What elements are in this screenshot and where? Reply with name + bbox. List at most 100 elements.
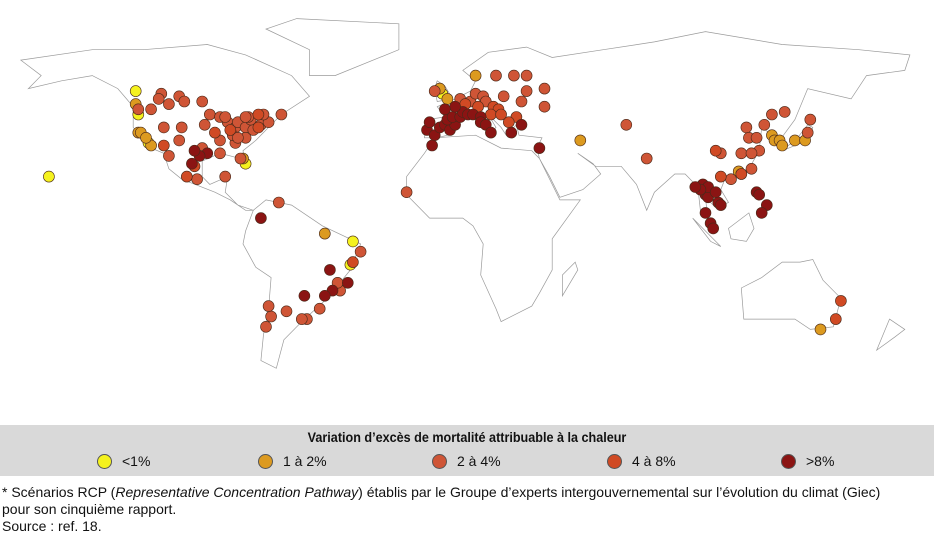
landmass-madagascar [562,261,579,298]
legend-swatch [97,453,112,469]
city-marker [275,108,288,121]
landmass-australia [740,259,842,330]
city-marker [789,134,801,147]
city-marker [520,69,533,82]
city-marker [814,323,827,336]
note-text: * Scénarios RCP ( [2,484,116,500]
city-marker [735,168,748,180]
legend-item-4-8: 4 à 8% [607,453,676,469]
city-marker [158,139,170,152]
city-marker [272,196,285,209]
landmass-sumatra [692,217,722,247]
city-marker [214,147,226,160]
city-marker [533,142,546,154]
city-marker [132,103,145,116]
city-marker [490,69,502,82]
world-map [19,18,911,369]
city-marker [758,119,771,131]
city-marker [129,85,142,97]
city-marker [295,313,308,325]
legend-item-lt1: <1% [97,453,150,469]
city-marker [298,289,311,302]
city-marker [196,95,208,108]
city-marker [181,170,193,183]
city-marker [497,90,510,103]
city-marker [714,170,727,183]
city-marker [318,227,331,240]
city-marker [354,245,367,258]
city-marker [260,320,272,333]
city-marker [428,85,441,97]
legend-item-1-2: 1 à 2% [258,453,327,469]
legend-label: 1 à 2% [283,453,327,469]
legend-swatch [432,453,447,469]
footnote-rcp: * Scénarios RCP (Representative Concentr… [2,484,880,501]
city-marker [725,173,737,185]
city-marker [239,111,252,123]
legend-label: 2 à 4% [457,453,501,469]
legend: Variation d’excès de mortalité attribuab… [0,425,934,476]
city-marker [449,100,461,113]
city-marker [829,313,842,325]
city-marker [753,188,766,201]
city-marker [538,82,551,95]
city-marker [485,126,497,139]
city-marker [313,302,326,315]
city-marker [262,300,275,312]
legend-label: <1% [122,453,151,469]
footnotes: * Scénarios RCP (Representative Concentr… [2,484,880,535]
city-marker [252,121,265,134]
city-marker [515,95,528,108]
city-marker [178,95,191,108]
city-marker [426,139,438,152]
city-marker [188,144,201,157]
city-marker [709,144,722,157]
city-marker [324,264,336,276]
city-marker [252,108,265,121]
continents [19,18,911,369]
city-marker [191,173,203,185]
legend-label: 4 à 8% [632,453,676,469]
landmass-africa [406,134,581,323]
city-marker [735,147,748,160]
city-marker [750,132,763,144]
city-marker [209,126,221,139]
city-marker [508,69,520,82]
legend-item-gt8: >8% [781,453,834,469]
legend-swatch [781,453,796,469]
city-marker [439,103,451,116]
city-marker [145,103,157,116]
city-marker [755,207,768,219]
city-marker [804,113,817,126]
city-marker [234,152,247,165]
city-marker [198,119,211,131]
city-marker [347,256,359,268]
city-marker [173,134,185,147]
city-marker [495,108,507,121]
city-marker [152,93,165,105]
city-marker [219,111,231,123]
city-marker [423,116,436,128]
legend-swatch [258,453,273,469]
city-marker [709,186,722,198]
footnote-line2: pour son cinquième rapport. [2,501,177,517]
city-marker [515,119,528,131]
source: Source : ref. 18. [2,518,102,534]
city-marker [699,207,712,219]
legend-title: Variation d’excès de mortalité attribuab… [307,429,627,445]
landmass-borneo [728,212,755,242]
landmass-new-zealand [875,318,906,352]
city-marker [689,181,702,193]
city-marker [714,199,727,211]
city-marker [835,295,847,307]
legend-label: >8% [806,453,835,469]
city-marker [778,106,791,118]
legend-item-2-4: 2 à 4% [432,453,501,469]
city-marker [347,235,359,248]
landmass-greenland [265,18,400,76]
city-marker [640,152,653,165]
city-marker [766,108,778,121]
note-italic: Representative Concentration Pathway [115,484,359,500]
city-marker [175,121,188,134]
city-marker [186,157,198,170]
